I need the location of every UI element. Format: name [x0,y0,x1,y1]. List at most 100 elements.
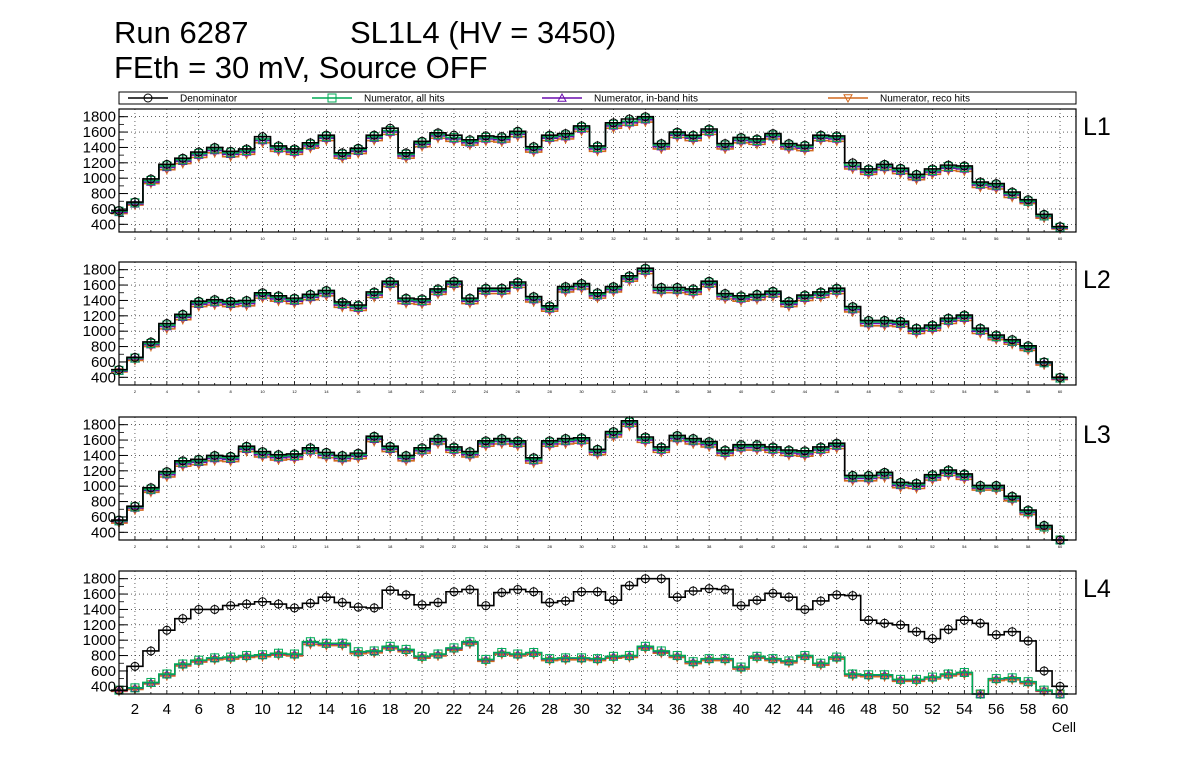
x-tick-label: 40 [739,544,744,549]
data-point [1023,195,1033,205]
data-point [369,287,379,297]
x-tick-label: 6 [195,701,203,718]
data-point [529,587,539,597]
y-tick-label: 800 [91,339,116,356]
data-point [752,134,762,144]
data-point [880,315,890,325]
x-tick-label: 36 [675,236,680,241]
x-tick-label: 38 [707,389,712,394]
x-tick-label: 28 [547,544,552,549]
data-point [752,289,762,299]
x-tick-label: 46 [835,389,840,394]
data-point [624,581,634,591]
y-tick-label: 1200 [83,155,116,172]
x-tick-label: 10 [260,544,265,549]
data-point [608,427,618,437]
data-point [305,443,315,453]
x-tick-label: 14 [324,236,329,241]
data-point [162,467,172,477]
data-point [768,588,778,598]
data-point [704,276,714,286]
panel-label: L4 [1083,575,1111,603]
data-point [481,436,491,446]
data-point [593,141,602,151]
data-point [305,138,315,148]
data-point [656,282,666,292]
data-point [497,132,507,142]
data-point [162,319,172,328]
data-point [210,653,220,663]
data-point [672,282,682,292]
x-tick-label: 60 [1058,389,1063,394]
x-tick-label: 8 [226,701,234,718]
data-point [832,131,842,141]
data-point [896,163,906,173]
data-point [1023,677,1033,687]
y-tick-label: 1800 [83,571,116,588]
data-point [880,159,890,169]
data-point [640,112,650,122]
legend-label: Numerator, in-band hits [594,94,698,105]
data-point [369,431,379,441]
y-tick-label: 1800 [83,109,116,126]
data-point [497,647,507,657]
data-point [274,141,283,151]
x-tick-label: 2 [134,236,137,241]
y-tick-label: 1200 [83,308,116,325]
x-tick-label: 40 [739,389,744,394]
x-tick-label: 26 [509,701,526,718]
data-point [289,144,299,154]
data-point [433,434,443,444]
data-point [321,638,331,648]
data-point [513,584,523,594]
data-point [991,330,1001,340]
data-point [481,654,491,664]
data-point [242,651,252,661]
data-point [927,634,937,644]
x-tick-label: 28 [547,389,552,394]
data-point [289,603,299,613]
x-tick-label: 22 [446,701,463,718]
data-point [481,601,491,611]
data-point [704,437,714,447]
data-point [561,282,571,292]
data-point [896,620,906,630]
data-point [321,130,331,140]
x-tick-label: 38 [701,701,718,718]
data-point [561,653,571,663]
data-point [672,430,682,440]
data-point [577,121,587,131]
y-tick-label: 400 [91,216,116,233]
data-point [768,654,778,664]
x-tick-label: 24 [478,701,495,718]
data-point [912,674,921,684]
legend-marker [327,93,337,103]
x-tick-label: 54 [962,544,967,549]
y-tick-label: 600 [91,354,116,371]
data-point [1023,636,1033,646]
legend-marker [843,94,853,104]
data-point [465,637,475,647]
data-point [194,604,204,614]
data-point [258,132,268,142]
y-tick-label: 1800 [83,417,116,434]
y-tick-label: 1000 [83,170,116,187]
data-point [720,289,730,299]
data-point [577,653,587,663]
x-tick-label: 20 [420,236,425,241]
x-tick-label: 34 [637,701,654,718]
x-tick-label: 48 [866,236,871,241]
threshold-title: FEth = 30 mV, Source OFF [114,50,488,85]
data-point [943,624,953,634]
x-tick-label: 42 [771,389,776,394]
data-point [593,288,602,298]
data-point [608,651,618,661]
legend-marker [557,92,567,102]
series-line-inband [111,641,1069,695]
data-point [401,590,411,600]
panel-label: L3 [1083,421,1111,449]
data-point [545,654,555,664]
data-point [1007,627,1017,637]
